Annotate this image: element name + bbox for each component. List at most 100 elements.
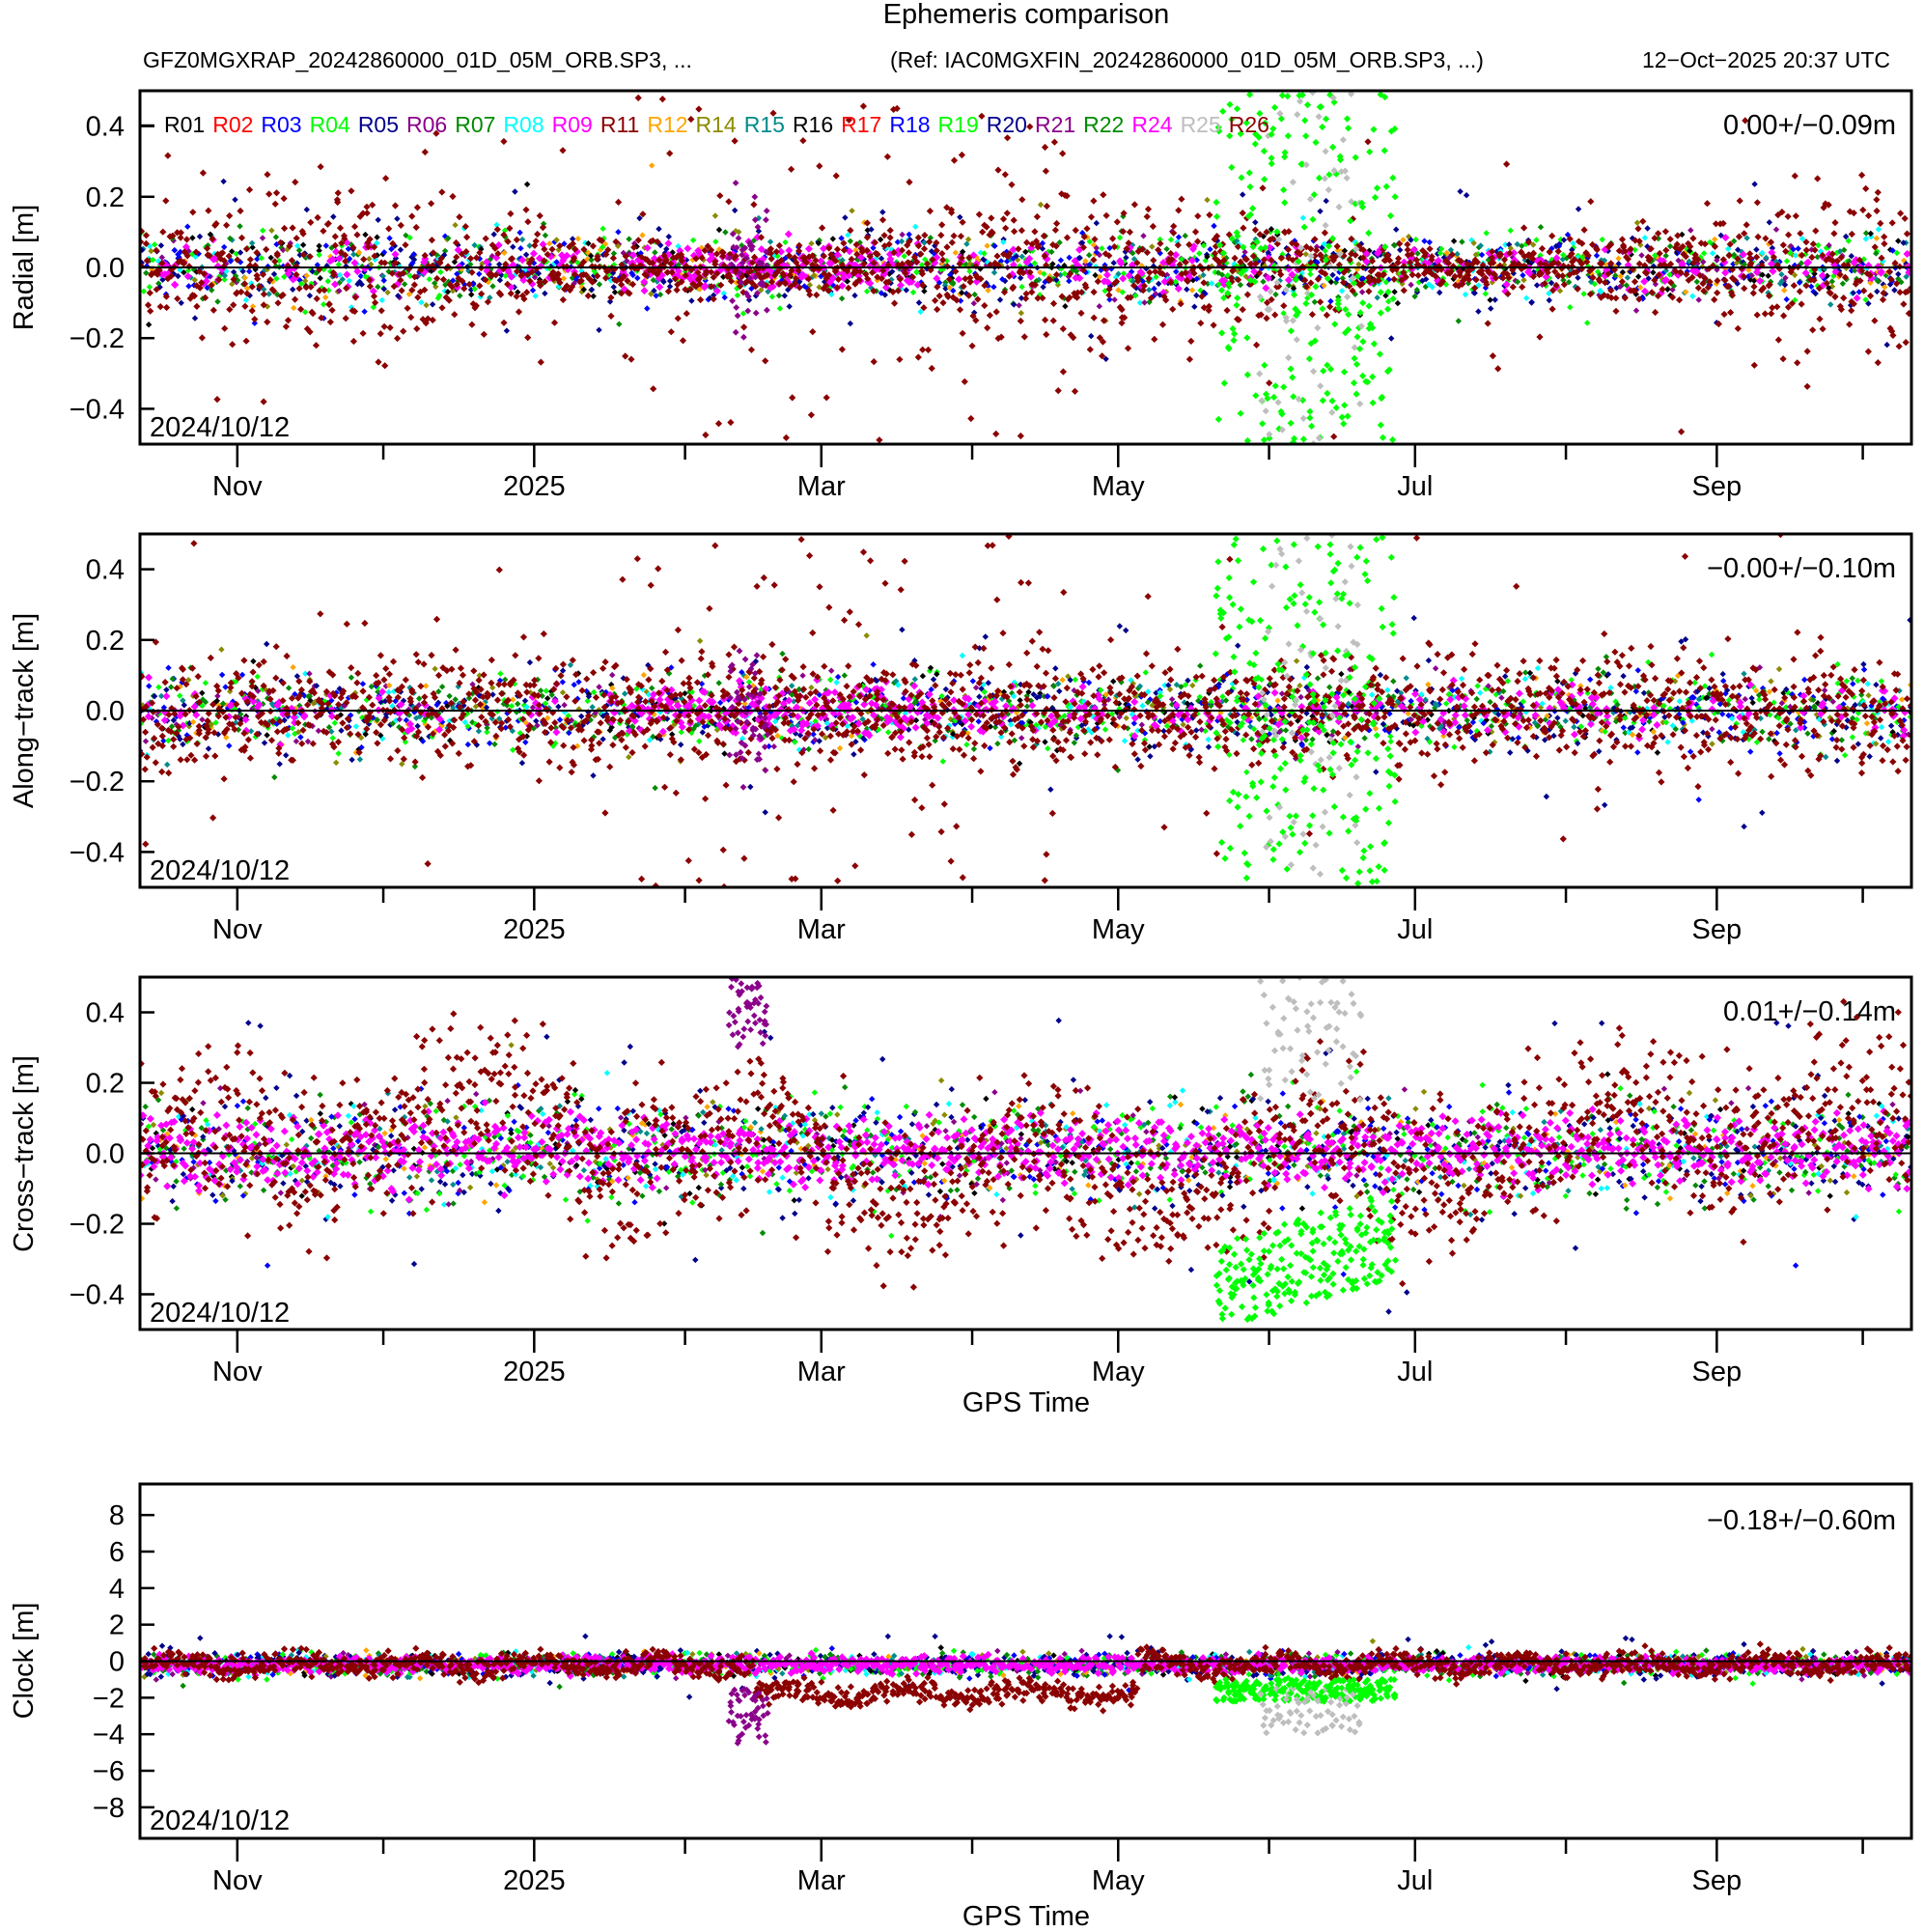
data-point xyxy=(956,306,964,314)
data-point xyxy=(1434,250,1441,258)
radial-points xyxy=(140,91,1911,444)
data-point xyxy=(934,305,941,314)
data-point xyxy=(1281,149,1289,156)
data-point xyxy=(919,346,927,353)
data-point xyxy=(1491,270,1498,278)
data-point xyxy=(1382,182,1390,190)
data-point xyxy=(1341,247,1349,254)
data-point xyxy=(289,224,296,232)
data-point xyxy=(217,250,225,258)
data-point xyxy=(1394,299,1402,307)
data-point xyxy=(1421,238,1428,244)
data-point xyxy=(1816,315,1824,322)
data-point xyxy=(950,232,958,239)
data-point xyxy=(285,685,293,691)
data-point xyxy=(929,256,936,264)
data-point xyxy=(1133,259,1141,266)
data-point xyxy=(833,250,842,259)
data-point xyxy=(1839,280,1847,287)
data-point xyxy=(1548,245,1555,252)
data-point xyxy=(1519,283,1526,291)
data-point xyxy=(872,249,879,257)
data-point xyxy=(555,246,562,253)
data-point xyxy=(1355,261,1362,267)
data-point xyxy=(1053,276,1060,284)
data-point xyxy=(1784,212,1792,220)
data-point xyxy=(840,246,848,254)
data-point xyxy=(390,283,398,291)
data-point xyxy=(729,297,736,304)
data-point xyxy=(1079,243,1087,251)
data-point xyxy=(546,240,553,247)
data-point xyxy=(457,293,463,299)
data-point xyxy=(1174,285,1183,293)
data-point xyxy=(553,237,560,243)
data-point xyxy=(171,280,179,289)
data-point xyxy=(627,355,635,363)
data-point xyxy=(1383,368,1392,376)
data-point xyxy=(223,221,231,229)
data-point xyxy=(378,296,385,304)
data-point xyxy=(377,699,384,706)
data-point xyxy=(1287,327,1295,335)
data-point xyxy=(1066,294,1074,301)
data-point xyxy=(1814,254,1821,261)
data-point xyxy=(165,737,172,744)
data-point xyxy=(380,249,388,256)
data-point xyxy=(1121,314,1129,322)
data-point xyxy=(1848,230,1855,238)
data-point xyxy=(366,236,374,243)
data-point xyxy=(400,269,407,277)
data-point xyxy=(337,249,345,257)
data-point xyxy=(1249,205,1257,212)
data-point xyxy=(878,255,885,262)
data-point xyxy=(744,268,752,276)
data-point xyxy=(1904,288,1911,295)
data-point xyxy=(1717,232,1724,238)
data-point xyxy=(1125,271,1133,280)
data-point xyxy=(1226,132,1234,140)
data-point xyxy=(1758,262,1766,269)
data-point xyxy=(1893,249,1901,257)
data-point xyxy=(710,295,717,303)
data-point xyxy=(833,245,842,253)
data-point xyxy=(804,244,813,253)
data-point xyxy=(673,699,681,706)
data-point xyxy=(590,293,597,299)
data-point xyxy=(288,257,295,265)
data-point xyxy=(1093,219,1100,227)
data-point xyxy=(472,703,480,710)
data-point xyxy=(260,398,267,406)
data-point xyxy=(1554,271,1562,279)
data-point xyxy=(502,272,509,279)
data-point xyxy=(176,254,182,261)
data-point xyxy=(421,148,429,156)
data-point xyxy=(1743,235,1750,241)
data-point xyxy=(763,216,769,224)
data-point xyxy=(1411,293,1418,300)
data-point xyxy=(668,268,676,276)
data-point xyxy=(1627,268,1633,275)
data-point xyxy=(523,704,530,711)
data-point xyxy=(1264,298,1271,307)
data-point xyxy=(493,221,500,229)
data-point xyxy=(1765,240,1772,247)
data-point xyxy=(408,212,416,220)
data-point xyxy=(1567,304,1574,311)
data-point xyxy=(767,249,775,257)
data-point xyxy=(599,243,606,251)
data-point xyxy=(571,270,578,278)
data-point xyxy=(1868,234,1875,240)
data-point xyxy=(1113,218,1121,226)
data-point xyxy=(147,307,154,315)
data-point xyxy=(178,299,184,306)
data-point xyxy=(1234,242,1241,251)
data-point xyxy=(1213,212,1221,220)
data-point xyxy=(1224,290,1232,297)
data-point xyxy=(1196,250,1203,257)
data-point xyxy=(280,246,287,254)
data-point xyxy=(507,290,515,297)
data-point xyxy=(401,281,408,288)
data-point xyxy=(182,236,191,243)
data-point xyxy=(1627,245,1634,253)
